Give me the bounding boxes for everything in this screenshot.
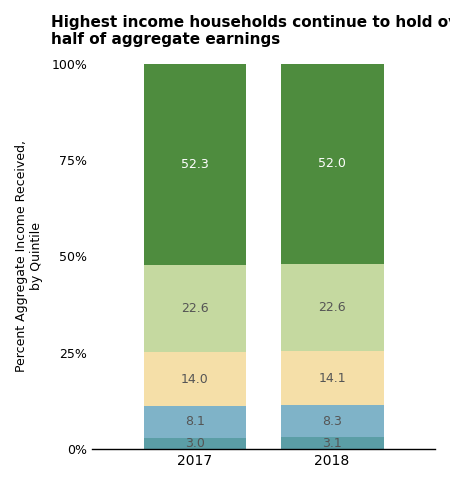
Bar	[144, 64, 247, 265]
Text: 22.6: 22.6	[181, 302, 209, 315]
Bar	[144, 438, 247, 449]
Bar	[281, 405, 383, 437]
Bar	[281, 351, 383, 405]
Text: 8.3: 8.3	[322, 415, 342, 428]
Bar	[144, 353, 247, 406]
Text: 14.1: 14.1	[318, 371, 346, 384]
Text: 14.0: 14.0	[181, 373, 209, 386]
Y-axis label: Percent Aggregate Income Received,
by Quintile: Percent Aggregate Income Received, by Qu…	[15, 141, 43, 372]
Bar	[281, 264, 383, 351]
Bar	[144, 265, 247, 353]
Text: 8.1: 8.1	[185, 415, 205, 428]
Bar	[281, 63, 383, 264]
Text: 22.6: 22.6	[318, 301, 346, 314]
Text: 52.0: 52.0	[318, 157, 346, 170]
Bar	[144, 406, 247, 438]
Text: 52.3: 52.3	[181, 158, 209, 171]
Text: 3.0: 3.0	[185, 437, 205, 450]
Text: Highest income households continue to hold over
half of aggregate earnings: Highest income households continue to ho…	[51, 15, 450, 47]
Bar	[281, 437, 383, 449]
Text: 3.1: 3.1	[322, 437, 342, 450]
